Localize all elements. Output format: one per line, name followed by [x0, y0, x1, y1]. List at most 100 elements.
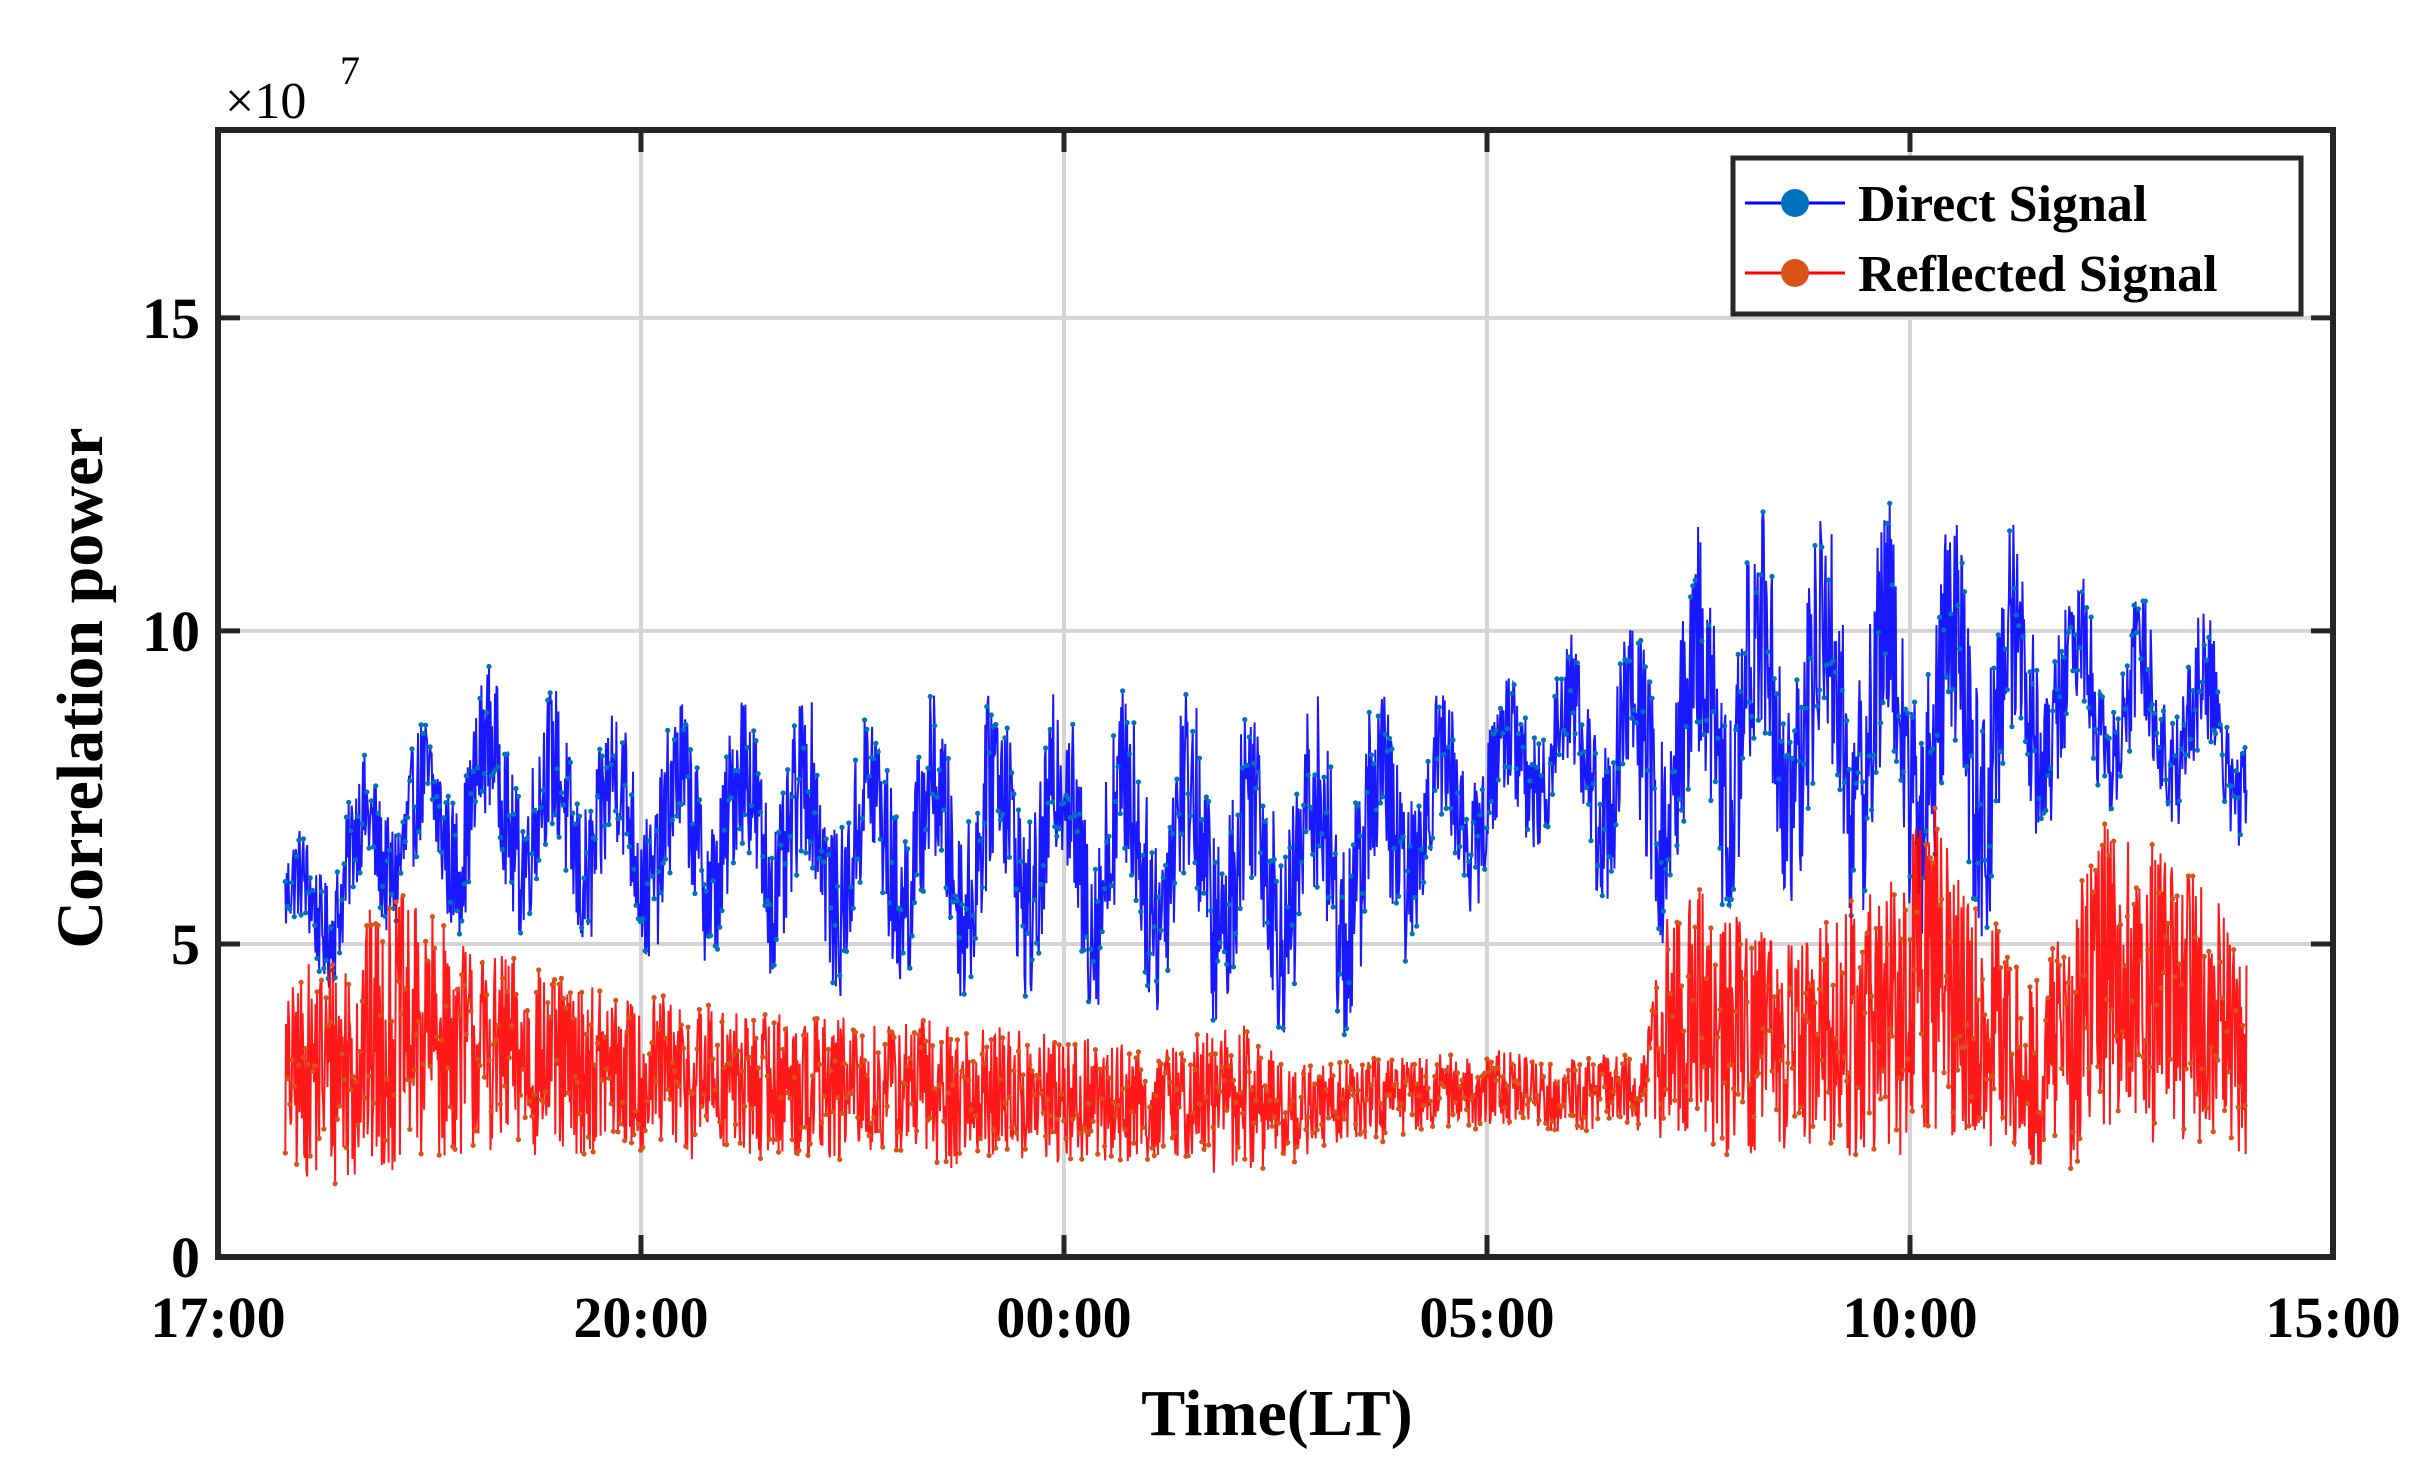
- series-point: [986, 1152, 992, 1159]
- series-point: [328, 925, 334, 931]
- series-point: [420, 731, 426, 737]
- series-point: [2138, 958, 2144, 964]
- series-point: [617, 1121, 623, 1127]
- series-point: [642, 1128, 648, 1134]
- series-point: [1613, 1070, 1619, 1076]
- series-point: [1022, 993, 1028, 999]
- series-point: [1633, 1095, 1639, 1102]
- series-point: [2158, 985, 2164, 991]
- series-point: [1319, 1121, 1325, 1128]
- series-point: [1823, 919, 1829, 926]
- series-point: [452, 832, 458, 838]
- series-point: [2079, 878, 2085, 884]
- series-point: [1319, 831, 1325, 837]
- series-point: [413, 1032, 420, 1038]
- series-point: [1129, 1108, 1135, 1114]
- series-point: [1443, 1067, 1449, 1073]
- series-point: [461, 881, 467, 887]
- series-point: [1640, 1091, 1646, 1097]
- series-point: [1174, 776, 1180, 782]
- series-point: [547, 1014, 553, 1020]
- series-point: [1013, 886, 1019, 892]
- series-point: [359, 821, 365, 827]
- series-point: [2192, 707, 2198, 713]
- series-point: [1864, 930, 1870, 936]
- series-point: [1688, 594, 1694, 600]
- series-point: [1101, 886, 1108, 892]
- series-point: [1067, 815, 1074, 821]
- series-point: [2115, 1108, 2121, 1114]
- series-point: [563, 867, 569, 873]
- series-point: [1955, 602, 1961, 608]
- series-point: [1706, 622, 1712, 629]
- series-point: [574, 801, 580, 807]
- series-point: [2031, 748, 2038, 754]
- series-point: [1484, 1056, 1490, 1062]
- series-point: [1104, 839, 1110, 845]
- series-point: [714, 1042, 721, 1048]
- series-point: [807, 839, 813, 845]
- series-point: [2070, 668, 2076, 674]
- series-point: [1697, 719, 1703, 725]
- series-point: [2199, 1066, 2205, 1072]
- series-point: [909, 933, 915, 939]
- series-point: [823, 1112, 829, 1118]
- series-point: [767, 1136, 773, 1142]
- series-point: [445, 793, 451, 799]
- series-point: [1323, 1086, 1329, 1093]
- series-point: [1215, 1084, 1221, 1090]
- series-point: [710, 1056, 716, 1062]
- series-point: [1703, 975, 1709, 981]
- series-point: [2045, 772, 2051, 779]
- series-point: [1224, 961, 1230, 967]
- series-point: [1151, 924, 1157, 930]
- series-point: [1785, 752, 1791, 758]
- series-point: [1221, 949, 1227, 955]
- series-point: [1955, 1067, 1961, 1073]
- series-point: [1773, 1107, 1780, 1113]
- series-point: [671, 1068, 678, 1074]
- series-point: [1769, 1068, 1775, 1074]
- series-point: [1377, 1100, 1384, 1107]
- series-point: [1665, 946, 1671, 953]
- series-point: [959, 902, 965, 908]
- series-point: [1228, 1053, 1234, 1059]
- series-point: [787, 833, 793, 839]
- series-point: [1201, 1146, 1207, 1152]
- series-point: [1735, 1091, 1741, 1097]
- series-point: [1672, 1097, 1678, 1103]
- series-point: [1660, 1115, 1666, 1121]
- series-point: [1859, 949, 1866, 955]
- series-point: [533, 989, 540, 996]
- series-point: [459, 918, 465, 924]
- series-point: [1819, 544, 1825, 550]
- series-point: [1703, 717, 1709, 723]
- series-point: [1373, 1134, 1379, 1140]
- series-point: [1090, 958, 1096, 964]
- series-point: [1728, 896, 1734, 903]
- series-point: [1948, 939, 1954, 945]
- series-point: [776, 829, 782, 836]
- series-point: [479, 788, 485, 794]
- series-point: [404, 1076, 411, 1083]
- series-point: [477, 1062, 483, 1068]
- series-point: [640, 915, 646, 922]
- series-point: [337, 950, 343, 956]
- series-point: [407, 778, 413, 784]
- series-point: [1178, 831, 1184, 837]
- series-point: [1244, 1029, 1250, 1035]
- series-point: [1884, 941, 1890, 948]
- series-point: [773, 936, 779, 942]
- series-point: [1307, 804, 1313, 811]
- series-point: [1169, 830, 1175, 837]
- series-point: [395, 832, 401, 838]
- series-point: [1755, 717, 1761, 723]
- series-point: [1133, 1055, 1139, 1061]
- series-point: [1681, 818, 1687, 824]
- series-point: [1685, 786, 1691, 792]
- series-point: [1269, 1123, 1275, 1129]
- series-point: [411, 804, 417, 810]
- series-point: [859, 815, 865, 822]
- series-point: [1190, 1110, 1196, 1116]
